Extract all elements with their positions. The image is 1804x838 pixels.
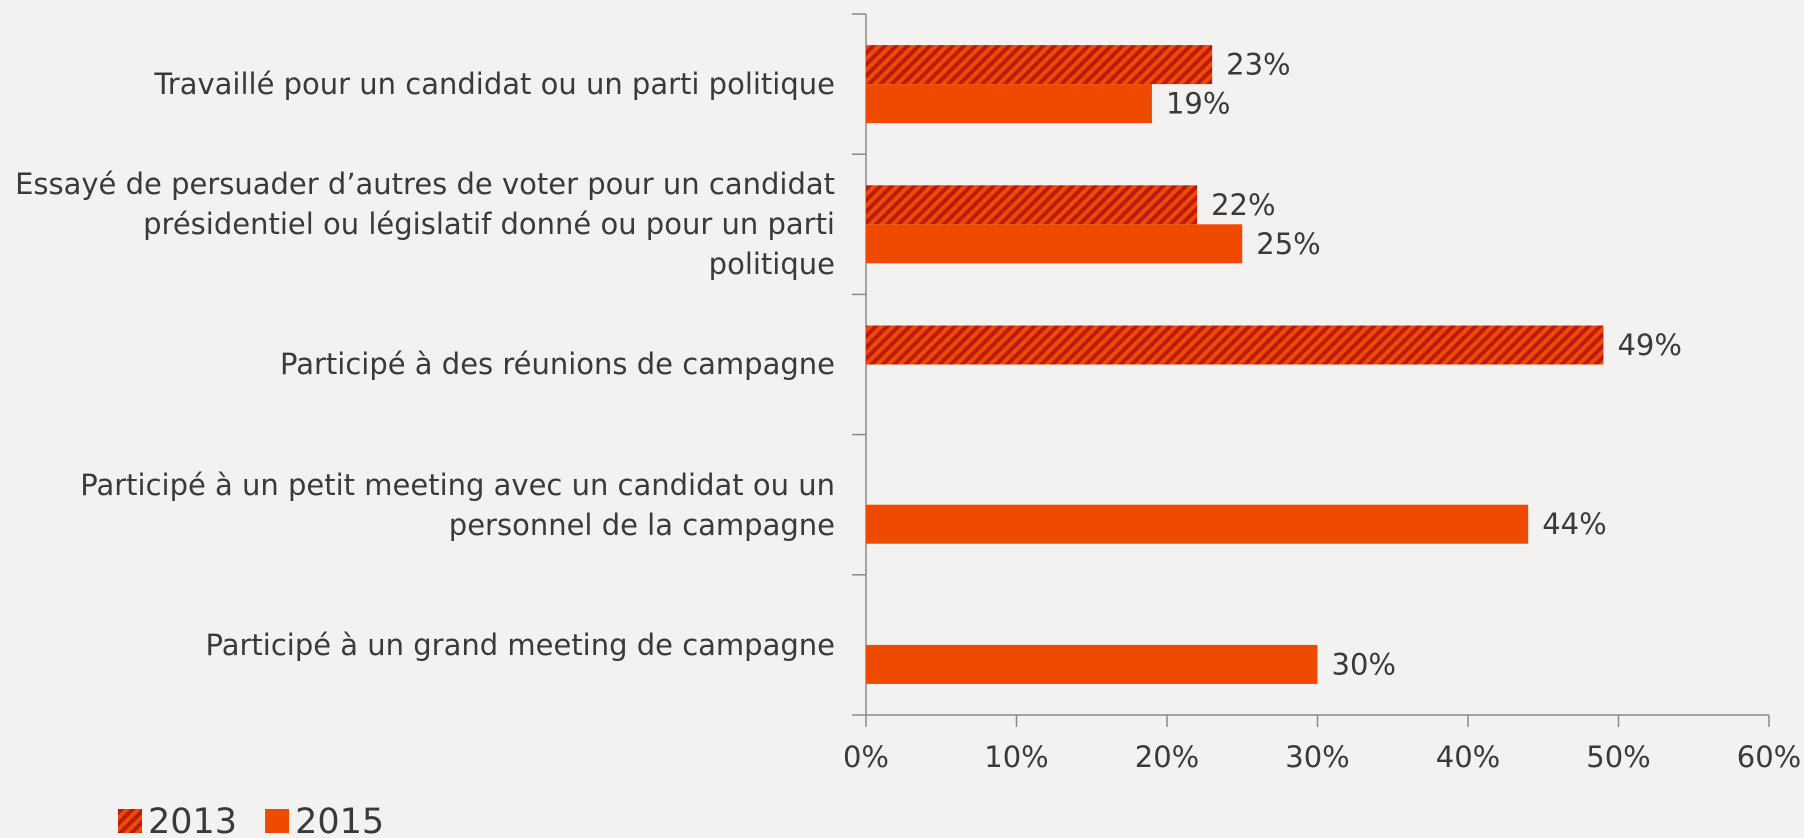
bar <box>866 45 1213 85</box>
legend-label: 2013 <box>148 802 237 838</box>
legend-label: 2015 <box>295 802 384 838</box>
value-label: 23% <box>1226 48 1290 82</box>
legend-swatch <box>265 809 290 833</box>
bar <box>866 185 1198 225</box>
value-label: 44% <box>1542 507 1606 541</box>
value-label: 22% <box>1211 188 1275 222</box>
category-label: Participé à des réunions de campagne <box>280 347 835 382</box>
x-tick-label: 60% <box>1737 740 1801 774</box>
value-label: 30% <box>1332 647 1396 681</box>
bar <box>866 325 1604 365</box>
x-tick-label: 10% <box>984 740 1048 774</box>
category-label: Essayé de persuader d’autres de voter po… <box>15 167 835 282</box>
bar <box>866 224 1243 264</box>
category-label: Participé à un petit meeting avec un can… <box>80 467 835 542</box>
bar <box>866 84 1152 124</box>
x-tick-label: 20% <box>1135 740 1199 774</box>
bar <box>866 504 1529 544</box>
value-label: 49% <box>1617 328 1681 362</box>
legend-swatch <box>118 809 142 833</box>
x-tick-label: 50% <box>1586 740 1650 774</box>
value-label: 25% <box>1256 227 1320 261</box>
value-label: 19% <box>1166 87 1230 121</box>
x-tick-label: 0% <box>843 740 889 774</box>
x-tick-label: 30% <box>1285 740 1349 774</box>
bar <box>866 644 1318 684</box>
category-label: Travaillé pour un candidat ou un parti p… <box>154 67 835 102</box>
category-label: Participé à un grand meeting de campagne <box>205 627 835 662</box>
x-tick-label: 40% <box>1436 740 1500 774</box>
